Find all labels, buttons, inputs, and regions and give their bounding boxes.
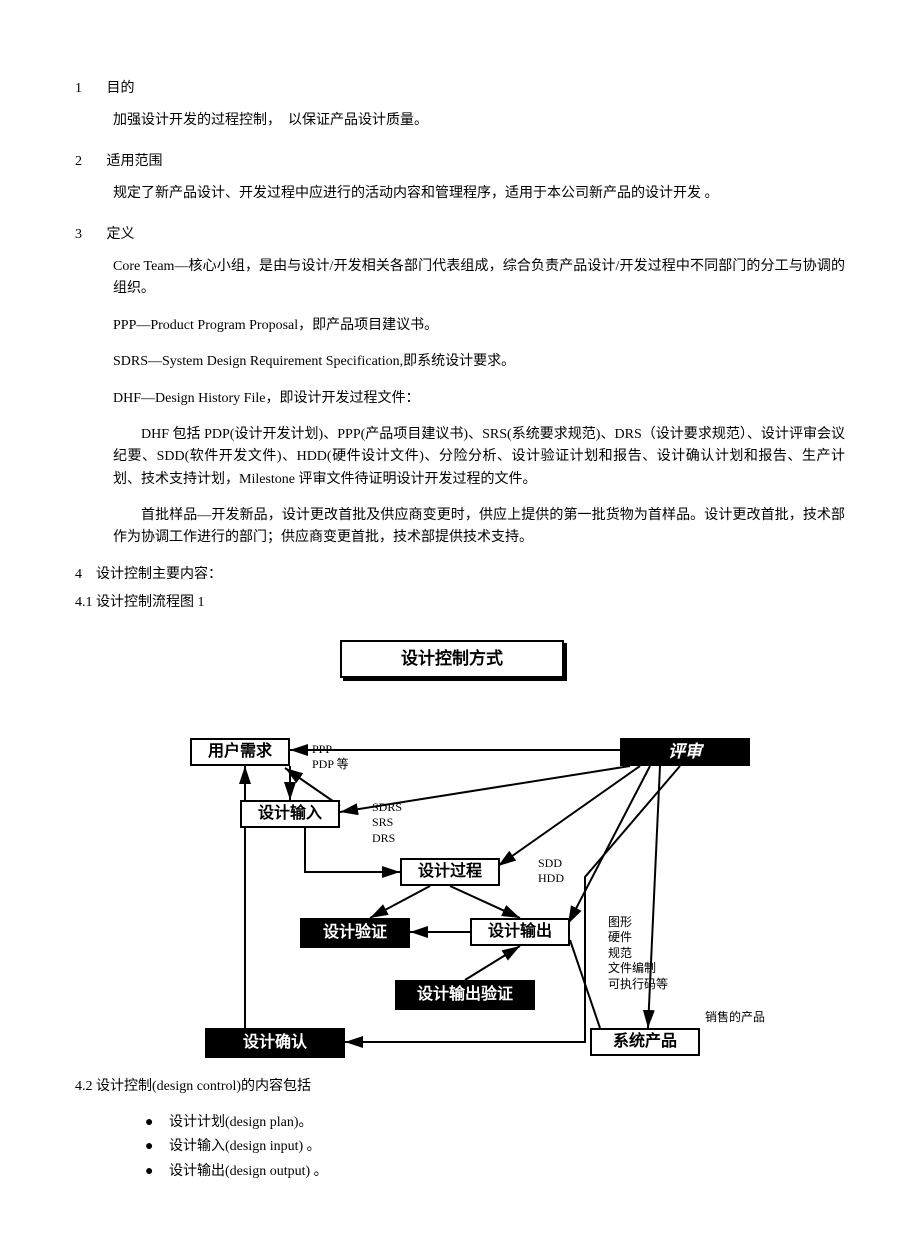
section-3-body: Core Team—核心小组，是由与设计/开发相关各部门代表组成，综合负责产品设… (113, 256, 845, 550)
section-3-p2: PPP—Product Program Proposal，即产品项目建议书。 (113, 315, 845, 337)
diagram-label-sold: 销售的产品 (705, 1010, 765, 1026)
node-verify: 设计验证 (300, 918, 410, 948)
section-3-p3: SDRS—System Design Requirement Specifica… (113, 351, 845, 373)
section-2-title: 适用范围 (107, 154, 163, 169)
section-3-title: 定义 (107, 227, 135, 242)
list-item-design-input: 设计输入(design input) 。 (145, 1136, 845, 1158)
node-output: 设计输出 (470, 918, 570, 946)
diagram-label-sdrs: SDRS SRS DRS (372, 800, 402, 847)
section-3-p5: DHF 包括 PDP(设计开发计划)、PPP(产品项目建议书)、SRS(系统要求… (113, 424, 845, 491)
diagram-label-out_l: 图形 硬件 规范 文件编制 可执行码等 (608, 915, 668, 993)
node-design_in: 设计输入 (240, 800, 340, 828)
section-3-heading: 3 定义 (75, 224, 845, 246)
list-item-design-output: 设计输出(design output) 。 (145, 1161, 845, 1183)
node-review: 评审 (620, 738, 750, 766)
design-control-diagram: 设计控制方式 (150, 640, 770, 1070)
design-control-list: 设计计划(design plan)。 设计输入(design input) 。 … (145, 1112, 845, 1183)
section-3-p4: DHF—Design History File，即设计开发过程文件： (113, 388, 845, 410)
section-2-heading: 2 适用范围 (75, 151, 845, 173)
section-3-p1: Core Team—核心小组，是由与设计/开发相关各部门代表组成，综合负责产品设… (113, 256, 845, 301)
node-sys_prod: 系统产品 (590, 1028, 700, 1056)
node-out_ver: 设计输出验证 (395, 980, 535, 1010)
section-3-p6: 首批样品—开发新品，设计更改首批及供应商变更时，供应上提供的第一批货物为首样品。… (113, 505, 845, 550)
section-2-para: 规定了新产品设计、开发过程中应进行的活动内容和管理程序，适用于本公司新产品的设计… (113, 183, 845, 205)
diagram-label-sdd: SDD HDD (538, 856, 564, 887)
diagram-label-ppp: PPP PDP 等 (312, 742, 349, 773)
node-user_req: 用户需求 (190, 738, 290, 766)
section-3-num: 3 (75, 224, 103, 246)
node-confirm: 设计确认 (205, 1028, 345, 1058)
section-41-heading: 4.1 设计控制流程图 1 (75, 592, 845, 614)
section-1-title: 目的 (107, 81, 135, 96)
section-2-body: 规定了新产品设计、开发过程中应进行的活动内容和管理程序，适用于本公司新产品的设计… (113, 183, 845, 205)
section-2-num: 2 (75, 151, 103, 173)
section-4-heading: 4 设计控制主要内容： (75, 564, 845, 586)
section-42-heading: 4.2 设计控制(design control)的内容包括 (75, 1076, 845, 1098)
section-1-heading: 1 目的 (75, 78, 845, 100)
node-process: 设计过程 (400, 858, 500, 886)
section-1-para: 加强设计开发的过程控制， 以保证产品设计质量。 (113, 110, 845, 132)
section-1-num: 1 (75, 78, 103, 100)
section-1-body: 加强设计开发的过程控制， 以保证产品设计质量。 (113, 110, 845, 132)
list-item-design-plan: 设计计划(design plan)。 (145, 1112, 845, 1134)
